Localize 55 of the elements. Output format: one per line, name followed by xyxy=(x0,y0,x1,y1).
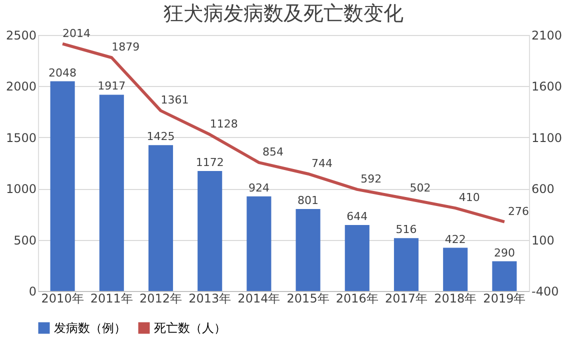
data-label: 1172 xyxy=(196,156,224,169)
data-label: 502 xyxy=(410,182,431,195)
data-label: 290 xyxy=(494,246,515,260)
y-tick-label: 0 xyxy=(28,284,36,298)
bar xyxy=(50,81,75,291)
data-label: 516 xyxy=(396,223,417,236)
data-label: 1917 xyxy=(98,80,126,93)
x-tick-label: 2014年 xyxy=(238,292,280,306)
x-tick-label: 2011年 xyxy=(90,292,133,306)
y2-tick-label: 2100 xyxy=(532,28,562,42)
y-tick-label: 1000 xyxy=(6,182,36,196)
data-label: 1361 xyxy=(160,94,189,107)
legend-label: 死亡数（人） xyxy=(154,321,226,335)
bar xyxy=(246,196,272,291)
bar xyxy=(148,145,174,291)
y2-tick-label: 100 xyxy=(532,233,554,248)
x-tick-label: 2017年 xyxy=(384,292,428,306)
x-tick-label: 2013年 xyxy=(188,292,232,306)
data-label: 924 xyxy=(248,181,270,194)
y2-tick-label: 1600 xyxy=(532,80,562,94)
y2-tick-label: 1100 xyxy=(532,130,562,145)
data-label: 422 xyxy=(444,232,466,246)
x-tick-label: 2010年 xyxy=(41,292,84,306)
chart-title: 狂犬病发病数及死亡数变化 xyxy=(164,0,404,25)
y-tick-label: 2000 xyxy=(6,80,36,94)
bar xyxy=(296,208,320,291)
y-tick-label: 500 xyxy=(14,233,36,248)
bar xyxy=(344,225,370,291)
data-label: 1425 xyxy=(146,130,175,144)
y-tick-label: 1500 xyxy=(6,130,36,145)
bar xyxy=(394,238,419,291)
data-label: 2048 xyxy=(48,66,77,80)
bar xyxy=(198,170,222,291)
bar xyxy=(443,248,468,291)
bar xyxy=(492,261,517,291)
data-label: 276 xyxy=(508,204,529,218)
data-label: 2014 xyxy=(62,26,91,40)
y2-tick-label: 600 xyxy=(532,182,554,196)
y2-tick-label: -400 xyxy=(532,284,559,298)
data-label: 854 xyxy=(262,146,284,159)
x-tick-label: 2016年 xyxy=(336,292,378,306)
data-label: 744 xyxy=(312,156,333,170)
bar xyxy=(99,94,124,291)
data-label: 1128 xyxy=(210,118,238,131)
data-label: 592 xyxy=(360,172,382,186)
y-tick-label: 2500 xyxy=(6,28,36,42)
data-label: 1879 xyxy=(112,40,140,54)
x-tick-label: 2015年 xyxy=(286,292,330,306)
x-tick-label: 2019年 xyxy=(483,292,526,306)
x-tick-label: 2018年 xyxy=(434,292,477,306)
data-label: 644 xyxy=(346,210,368,224)
legend-label: 发病数（例） xyxy=(54,321,126,335)
data-label: 410 xyxy=(458,191,480,204)
x-tick-label: 2012年 xyxy=(139,292,182,306)
data-label: 801 xyxy=(298,194,319,207)
